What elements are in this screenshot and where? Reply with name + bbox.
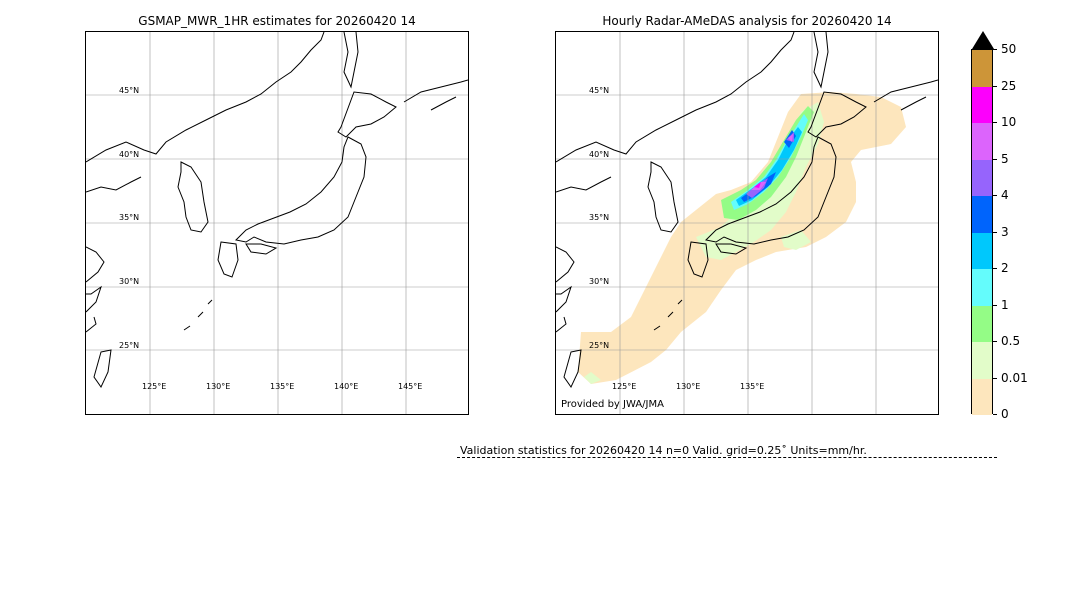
- left-lon-label: 140°E: [334, 382, 359, 391]
- right-lat-label: 35°N: [589, 213, 610, 222]
- colorbar-tick-label: 0.01: [1001, 370, 1028, 385]
- left-lon-label: 145°E: [398, 382, 423, 391]
- right-lon-label: 130°E: [676, 382, 701, 391]
- right-panel-title: Hourly Radar-AMeDAS analysis for 2026042…: [602, 14, 892, 28]
- colorbar-segment: [972, 342, 992, 379]
- colorbar-tick-label: 50: [1001, 42, 1017, 56]
- colorbar: [971, 49, 993, 415]
- validation-divider: [457, 457, 997, 458]
- right-map-canvas: [556, 32, 938, 414]
- colorbar-segment: [972, 269, 992, 306]
- colorbar-tick: [993, 341, 997, 342]
- colorbar-segment: [972, 159, 992, 196]
- left-lon-label: 130°E: [206, 382, 231, 391]
- colorbar-tick: [993, 304, 997, 306]
- precipitation-field: [578, 92, 906, 384]
- coastline: [556, 32, 938, 388]
- colorbar-segment: [972, 378, 992, 415]
- right-lon-label: 135°E: [740, 382, 765, 391]
- colorbar-tick: [993, 377, 997, 379]
- colorbar-tick: [993, 195, 997, 196]
- colorbar-tick: [993, 231, 997, 233]
- colorbar-segment: [972, 123, 992, 160]
- left-lat-label: 30°N: [119, 277, 140, 286]
- colorbar-extend-arrow: [972, 31, 994, 49]
- colorbar-segment: [972, 305, 992, 342]
- left-panel-title: GSMAP_MWR_1HR estimates for 20260420 14: [138, 14, 416, 28]
- coastline: [86, 32, 468, 388]
- colorbar-segment: [972, 232, 992, 269]
- right-map: Provided by JWA/JMA: [555, 31, 939, 415]
- colorbar-tick-label: 2: [1001, 261, 1009, 275]
- colorbar-tick: [993, 414, 997, 415]
- left-lon-label: 135°E: [270, 382, 295, 391]
- right-lat-label: 45°N: [589, 86, 610, 95]
- colorbar-tick-label: 4: [1001, 188, 1009, 202]
- left-lat-label: 40°N: [119, 150, 140, 159]
- colorbar-tick: [993, 85, 997, 87]
- left-lat-label: 35°N: [119, 213, 140, 222]
- left-lat-label: 45°N: [119, 86, 140, 95]
- colorbar-tick-label: 25: [1001, 78, 1017, 93]
- data-credit: Provided by JWA/JMA: [561, 399, 664, 410]
- left-lon-label: 125°E: [142, 382, 167, 391]
- left-lat-label: 25°N: [119, 341, 140, 350]
- colorbar-segment: [972, 50, 992, 87]
- left-map-canvas: [86, 32, 468, 414]
- validation-statistics: Validation statistics for 20260420 14 n=…: [460, 444, 867, 457]
- colorbar-tick-label: 5: [1001, 151, 1009, 166]
- right-lat-label: 40°N: [589, 150, 610, 159]
- colorbar-segment: [972, 196, 992, 233]
- colorbar-tick: [993, 122, 997, 123]
- colorbar-tick-label: 3: [1001, 224, 1009, 239]
- left-map: [85, 31, 469, 415]
- colorbar-tick-label: 0.5: [1001, 334, 1021, 348]
- colorbar-segment: [972, 86, 992, 123]
- colorbar-tick-label: 0: [1001, 407, 1009, 421]
- right-lon-label: 125°E: [612, 382, 637, 391]
- colorbar-tick: [993, 268, 997, 269]
- colorbar-tick-label: 10: [1001, 115, 1017, 129]
- right-lat-label: 25°N: [589, 341, 610, 350]
- right-lat-label: 30°N: [589, 277, 610, 286]
- colorbar-tick: [993, 158, 997, 160]
- colorbar-tick: [993, 49, 997, 50]
- colorbar-tick-label: 1: [1001, 297, 1009, 312]
